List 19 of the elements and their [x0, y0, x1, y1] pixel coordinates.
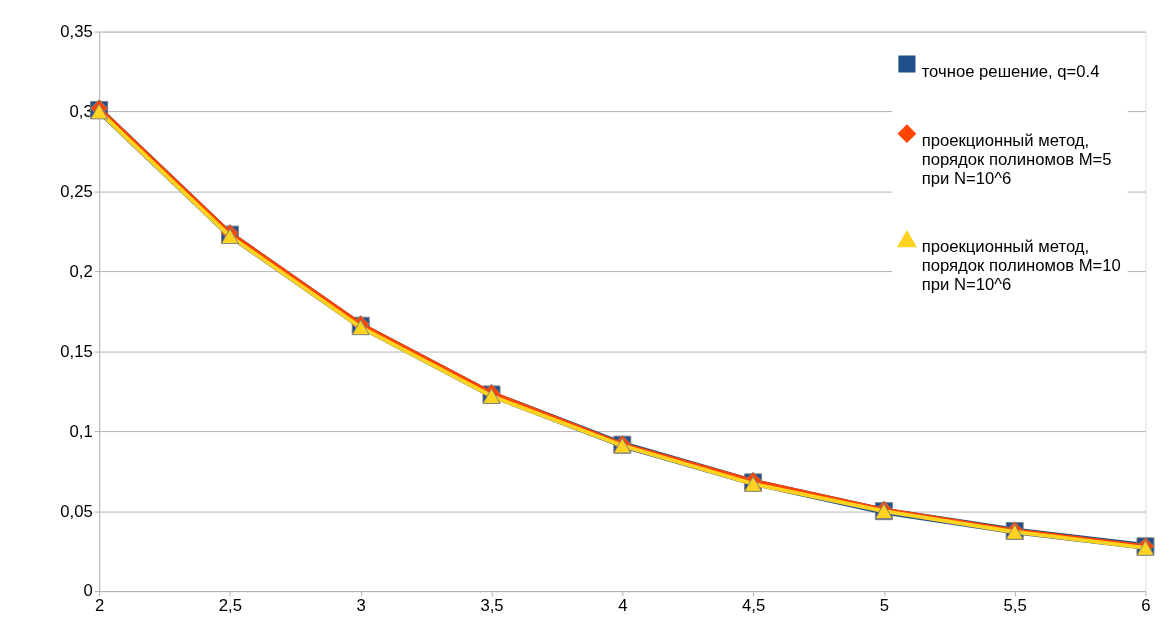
y-tick-label: 0,05: [60, 501, 93, 521]
y-tick-label: 0,15: [60, 341, 93, 361]
x-tick-label: 3,5: [480, 596, 504, 616]
x-tick-label: 5,5: [1003, 596, 1027, 616]
x-tick-label: 2: [94, 596, 105, 616]
x-tick-label: 4,5: [741, 596, 766, 616]
x-tick-label: 3: [356, 596, 366, 616]
y-tick-label: 0: [83, 581, 93, 601]
x-tick-label: 6: [1141, 596, 1151, 616]
x-tick-label: 5: [879, 596, 890, 616]
x-tick-label: 4: [618, 596, 628, 616]
legend-label: точное решение, q=0.4: [921, 61, 1100, 81]
y-tick-label: 0,35: [60, 22, 93, 41]
y-tick-label: 0,1: [69, 421, 93, 441]
legend-label: проекционный метод, порядок полиномов M=10 при N=10^6: [921, 237, 1121, 294]
legend-label: проекционный метод, порядок полиномов M=5 при N=10^6: [921, 131, 1112, 188]
x-tick-label: 2,5: [218, 596, 243, 616]
y-tick-label: 0,2: [69, 261, 93, 281]
y-tick-label: 0,25: [60, 181, 93, 201]
